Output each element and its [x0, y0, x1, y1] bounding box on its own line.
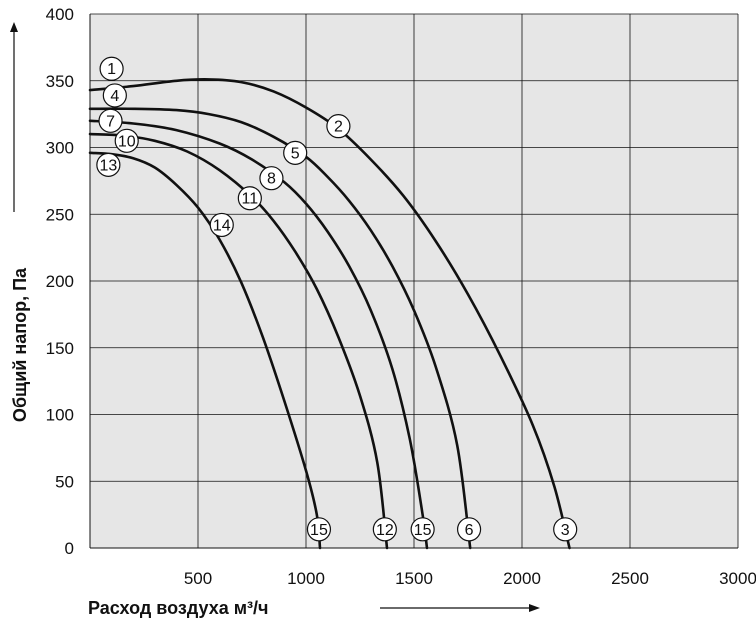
y-tick-labels: 0 50 100 150 200 250 300 350 400 [46, 5, 74, 558]
curve-label-15: 15 [306, 517, 332, 542]
label-circle [259, 166, 284, 191]
series-line-1 [88, 78, 571, 550]
x-axis-title: Расход воздуха м³/ч [88, 598, 269, 618]
label-circle [306, 517, 332, 542]
label-text: 2 [334, 119, 343, 136]
label-circle [98, 108, 123, 133]
x-tick-label: 1500 [395, 569, 433, 588]
label-text: 15 [310, 522, 328, 539]
curve-label-8: 8 [259, 166, 284, 191]
label-circle [456, 517, 482, 542]
label-circle [96, 152, 121, 177]
label-text: 14 [213, 217, 231, 234]
curve-label-7: 7 [98, 108, 123, 133]
curve-label-5: 5 [283, 140, 308, 165]
curve-label-3: 3 [553, 517, 578, 542]
y-tick-label: 300 [46, 139, 74, 158]
label-text: 15 [414, 522, 432, 539]
label-circle [114, 128, 139, 153]
curve-label-14: 14 [209, 212, 234, 238]
label-text: 5 [291, 145, 300, 162]
label-text: 13 [99, 157, 117, 174]
label-circle [209, 212, 234, 238]
series-line-4 [88, 132, 389, 550]
label-text: 12 [376, 522, 394, 539]
y-arrow-icon [10, 22, 18, 212]
y-tick-label: 350 [46, 72, 74, 91]
label-circle [102, 83, 127, 108]
label-text: 10 [118, 133, 136, 150]
y-tick-label: 0 [65, 539, 74, 558]
curve-label-15: 15 [410, 517, 435, 542]
label-circle [326, 114, 351, 139]
x-tick-label: 3000 [719, 569, 756, 588]
curve-label-12: 12 [372, 517, 397, 542]
label-circle [410, 517, 435, 542]
label-text: 1 [107, 61, 116, 78]
curve-label-10: 10 [114, 128, 139, 153]
curve-label-4: 4 [102, 83, 127, 108]
curve-label-2: 2 [326, 114, 351, 139]
y-tick-label: 150 [46, 339, 74, 358]
label-text: 4 [110, 88, 119, 105]
label-text: 3 [561, 522, 570, 539]
y-tick-label: 200 [46, 272, 74, 291]
series-line-2 [88, 107, 472, 550]
x-tick-label: 1000 [287, 569, 325, 588]
x-tick-labels: 500 1000 1500 2000 2500 3000 [184, 569, 756, 588]
grid [90, 13, 739, 549]
x-tick-label: 2000 [503, 569, 541, 588]
label-text: 7 [106, 113, 115, 130]
curve-label-6: 6 [456, 517, 482, 542]
axes [89, 14, 738, 549]
y-tick-label: 250 [46, 205, 74, 224]
label-circle [553, 517, 578, 542]
series-lines [88, 78, 571, 550]
curve-label-11: 11 [237, 186, 262, 211]
y-axis-title: Общий напор, Па [10, 267, 30, 422]
x-tick-label: 500 [184, 569, 212, 588]
label-circle [283, 140, 308, 165]
label-circle [237, 186, 262, 211]
label-text: 11 [242, 191, 259, 208]
y-tick-label: 100 [46, 406, 74, 425]
label-text: 6 [465, 522, 474, 539]
curve-label-1: 1 [99, 56, 124, 81]
x-tick-label: 2500 [611, 569, 649, 588]
x-arrow-icon [380, 604, 540, 612]
y-tick-label: 400 [46, 5, 74, 24]
y-tick-label: 50 [55, 472, 74, 491]
series-line-5 [88, 151, 322, 550]
label-circle [372, 517, 397, 542]
curve-label-13: 13 [96, 152, 121, 177]
label-circle [99, 56, 124, 81]
label-text: 8 [267, 171, 276, 188]
series-line-3 [88, 119, 429, 550]
